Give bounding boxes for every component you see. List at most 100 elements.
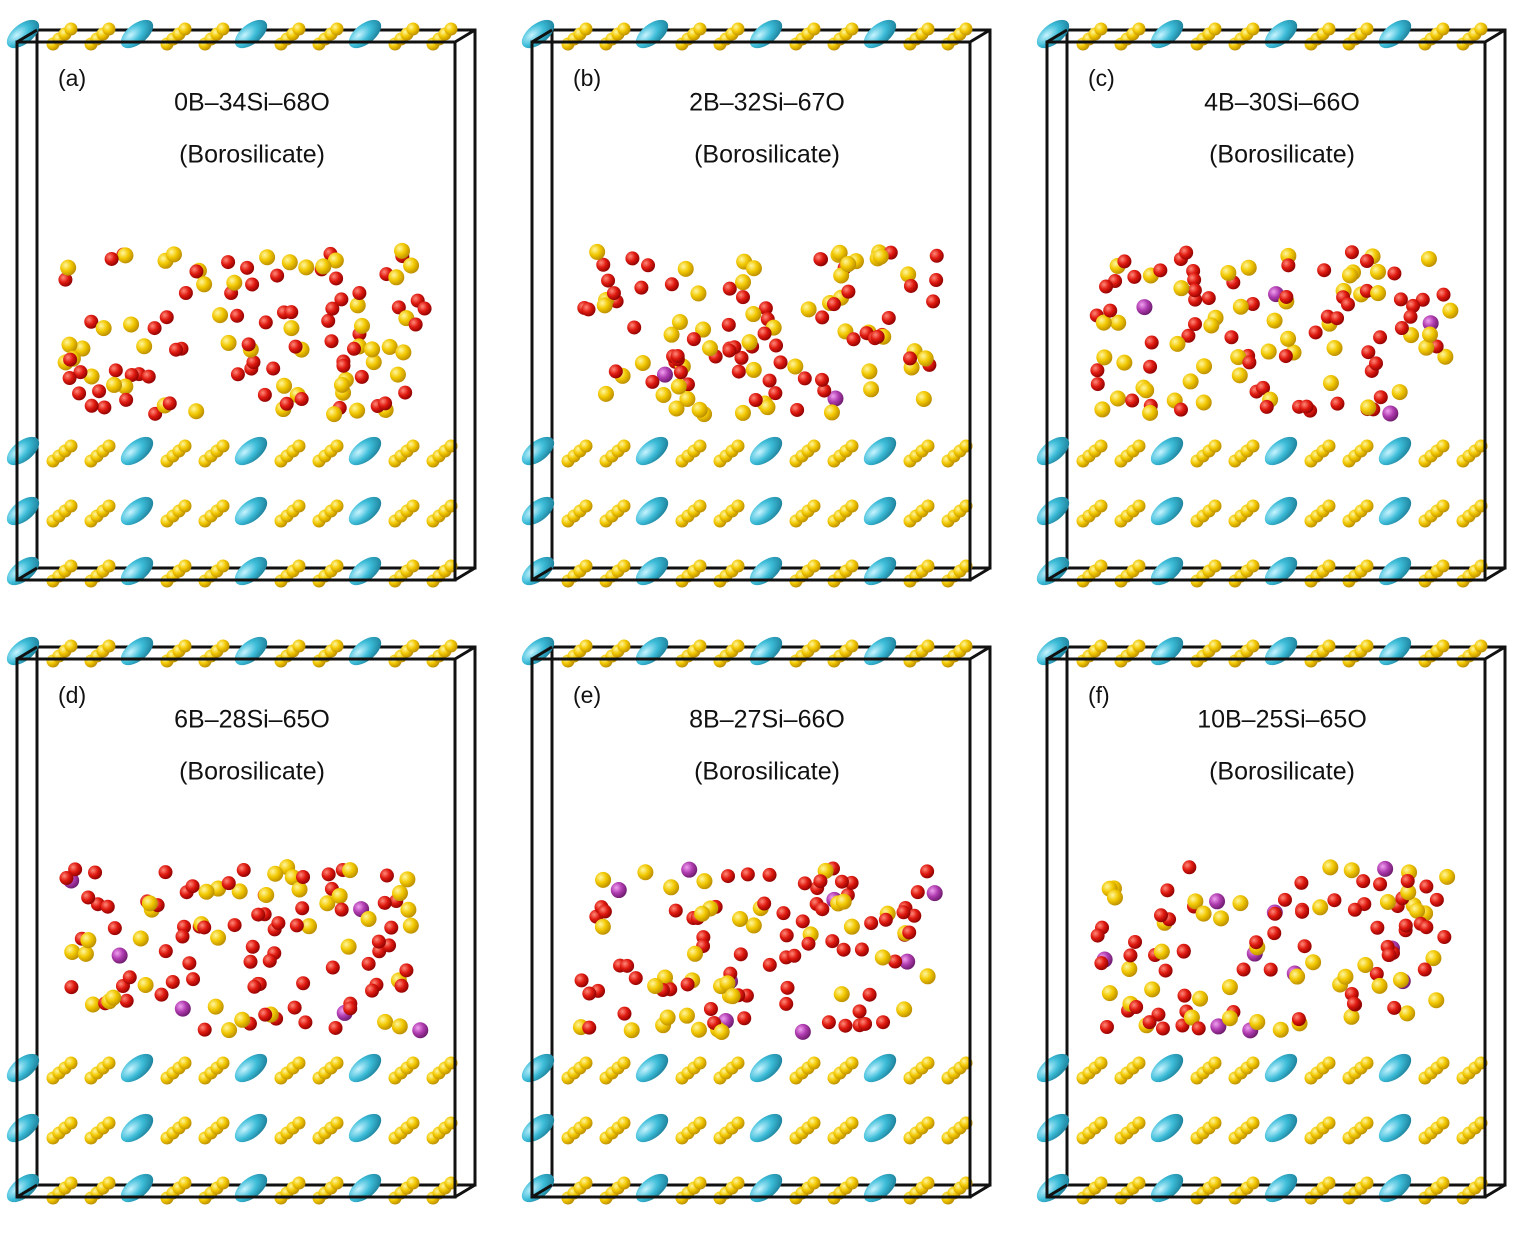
yellow-atom <box>579 559 593 573</box>
oxygen-atom <box>801 936 816 951</box>
cell-edge <box>531 645 553 661</box>
oxygen-atom <box>379 868 394 883</box>
yellow-atom <box>330 639 344 653</box>
boron-atom <box>174 1000 191 1017</box>
cyan-atom <box>120 556 154 586</box>
silicon-atom <box>840 256 857 273</box>
oxygen-atom <box>1142 1015 1157 1030</box>
oxygen-atom <box>334 902 349 917</box>
yellow-atom <box>1094 559 1108 573</box>
oxygen-atom <box>876 1015 891 1030</box>
oxygen-atom <box>296 869 311 884</box>
oxygen-atom <box>1117 254 1132 269</box>
boron-atom <box>1422 315 1439 332</box>
silicon-atom <box>391 885 408 902</box>
yellow-atom <box>406 559 420 573</box>
yellow-atom <box>330 1056 344 1070</box>
yellow-atom <box>178 1116 192 1130</box>
yellow-atom <box>1436 22 1450 36</box>
yellow-atom <box>731 559 745 573</box>
oxygen-atom <box>920 864 935 879</box>
cell-front <box>1045 657 1487 1199</box>
yellow-atom <box>731 439 745 453</box>
oxygen-atom <box>1268 906 1283 921</box>
silicon-atom <box>319 895 336 912</box>
yellow-atom <box>959 639 973 653</box>
yellow-atom <box>1322 22 1336 36</box>
oxygen-atom <box>846 332 861 347</box>
silicon-atom <box>835 893 852 910</box>
oxygen-atom <box>107 921 122 936</box>
yellow-atom <box>1208 1176 1222 1190</box>
silicon-atom <box>1221 1010 1238 1027</box>
oxygen-atom <box>1099 279 1114 294</box>
silicon-atom <box>1095 314 1112 331</box>
cyan-atom <box>635 1053 669 1083</box>
oxygen-atom <box>737 1011 752 1026</box>
silicon-atom <box>1272 1021 1289 1038</box>
yellow-atom <box>64 559 78 573</box>
yellow-atom <box>807 499 821 513</box>
silicon-atom <box>1322 375 1339 392</box>
yellow-atom <box>807 1176 821 1190</box>
oxygen-atom <box>59 871 74 886</box>
silicon-atom <box>745 917 762 934</box>
yellow-atom <box>1208 1116 1222 1130</box>
oxygen-atom <box>1094 956 1109 971</box>
composition: 10B–25Si–65O <box>1197 706 1367 734</box>
cyan-atom <box>1150 1053 1184 1083</box>
silicon-atom <box>258 887 275 904</box>
cell-edge <box>969 566 991 582</box>
cyan-atom <box>749 1053 783 1083</box>
silicon-atom <box>874 949 891 966</box>
silicon-atom <box>212 307 229 324</box>
cell-edge <box>16 1183 38 1199</box>
silicon-atom <box>1341 267 1358 284</box>
oxygen-atom <box>1187 272 1202 287</box>
yellow-atom <box>216 22 230 36</box>
yellow-atom <box>1246 439 1260 453</box>
yellow-atom <box>216 1176 230 1190</box>
cyan-atom <box>635 436 669 466</box>
oxygen-atom <box>854 942 869 957</box>
yellow-atom <box>406 1176 420 1190</box>
yellow-atom <box>693 559 707 573</box>
yellow-atom <box>921 499 935 513</box>
oxygen-atom <box>1099 1020 1114 1035</box>
silicon-atom <box>226 274 243 291</box>
silicon-atom <box>713 1023 730 1040</box>
yellow-atom <box>64 499 78 513</box>
yellow-atom <box>579 22 593 36</box>
oxygen-atom <box>1308 325 1323 340</box>
oxygen-atom <box>929 273 944 288</box>
cyan-atom <box>1150 1173 1184 1203</box>
silicon-atom <box>1399 1005 1416 1022</box>
oxygen-atom <box>721 317 736 332</box>
cyan-atom <box>348 496 382 526</box>
oxygen-atom <box>1090 377 1105 392</box>
cyan-atom <box>635 19 669 49</box>
oxygen-atom <box>1155 1021 1170 1036</box>
oxygen-atom <box>294 392 309 407</box>
panel-label: (a) <box>58 65 86 91</box>
oxygen-atom <box>288 339 303 354</box>
silicon-atom <box>833 267 850 284</box>
cyan-atom <box>1150 19 1184 49</box>
silicon-atom <box>734 404 751 421</box>
silicon-atom <box>291 881 308 898</box>
yellow-atom <box>1436 1056 1450 1070</box>
yellow-atom <box>1208 439 1222 453</box>
silicon-atom <box>833 986 850 1003</box>
cyan-atom <box>1150 436 1184 466</box>
oxygen-atom <box>343 1001 358 1016</box>
oxygen-atom <box>1436 287 1451 302</box>
silicon-atom <box>1442 302 1459 319</box>
oxygen-atom <box>797 876 812 891</box>
cell-edge <box>16 28 38 44</box>
cyan-atom <box>1264 19 1298 49</box>
cyan-atom <box>863 19 897 49</box>
yellow-atom <box>845 559 859 573</box>
silicon-atom <box>234 1011 251 1028</box>
